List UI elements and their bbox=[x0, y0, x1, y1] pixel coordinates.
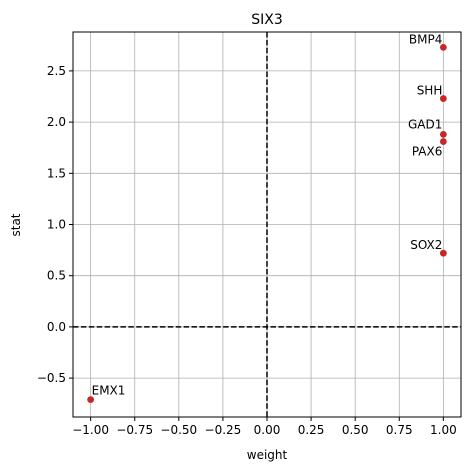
data-point bbox=[439, 43, 447, 51]
point-label: EMX1 bbox=[92, 384, 126, 398]
x-tick-label: −0.25 bbox=[205, 423, 242, 437]
x-tick-label: −1.00 bbox=[72, 423, 109, 437]
x-tick-label: −0.50 bbox=[160, 423, 197, 437]
point-label: SHH bbox=[417, 84, 443, 98]
data-point bbox=[439, 130, 447, 138]
x-tick-label: 0.75 bbox=[386, 423, 413, 437]
point-label: PAX6 bbox=[412, 145, 443, 159]
x-tick-label: 1.00 bbox=[430, 423, 457, 437]
y-tick-label: 1.5 bbox=[47, 166, 66, 180]
x-tick-label: 0.00 bbox=[254, 423, 281, 437]
x-tick-label: −0.75 bbox=[116, 423, 153, 437]
data-points: BMP4 SHH GAD1 PAX6 SOX2 EMX1 bbox=[87, 32, 447, 403]
y-tick-label: 0.0 bbox=[47, 320, 66, 334]
y-axis-label: stat bbox=[9, 213, 23, 236]
point-label: GAD1 bbox=[408, 117, 442, 131]
plot-frame bbox=[72, 31, 462, 418]
x-tick-label: 0.25 bbox=[298, 423, 325, 437]
y-tick-label: 0.5 bbox=[47, 269, 66, 283]
data-point bbox=[87, 396, 95, 403]
y-tick-label: 2.5 bbox=[47, 64, 66, 78]
x-tick-label: 0.50 bbox=[342, 423, 369, 437]
axis-ticks: −1.00 −0.75 −0.50 −0.25 0.00 0.25 0.50 0.75 1.00… bbox=[37, 64, 457, 437]
y-tick-label: −0.5 bbox=[37, 371, 66, 385]
point-label: SOX2 bbox=[410, 238, 442, 252]
data-point bbox=[439, 138, 447, 145]
y-tick-label: 1.0 bbox=[47, 218, 66, 232]
y-tick-label: 2.0 bbox=[47, 115, 66, 129]
x-axis-label: weight bbox=[247, 448, 288, 462]
data-point bbox=[439, 95, 447, 102]
point-label: BMP4 bbox=[409, 32, 442, 46]
reference-lines bbox=[73, 32, 461, 417]
chart-title: SIX3 bbox=[251, 12, 283, 28]
data-point bbox=[439, 249, 447, 257]
